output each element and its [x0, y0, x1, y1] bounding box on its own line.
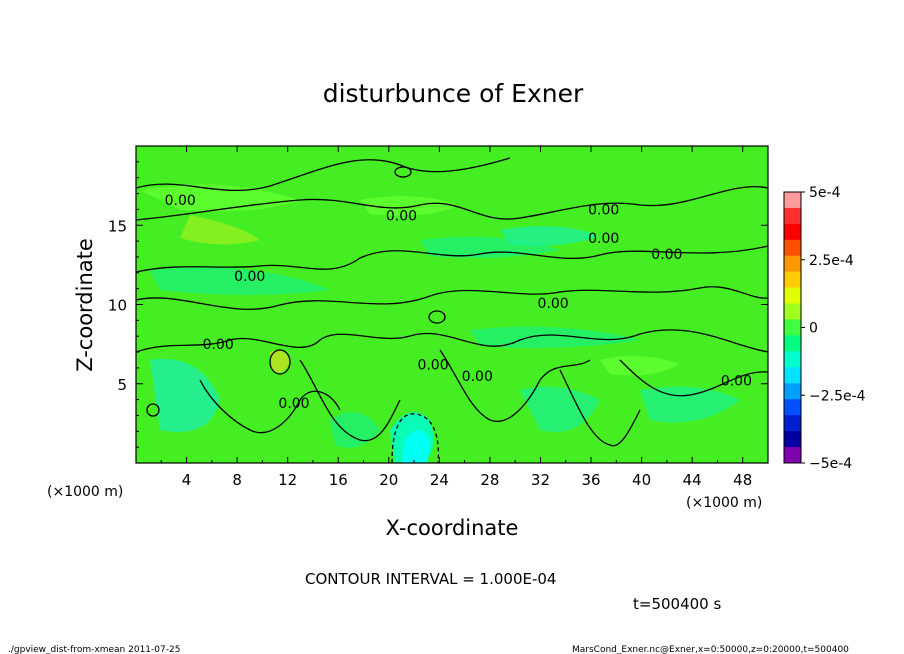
- zero-contour: [135, 245, 769, 273]
- x-tick-label: 44: [683, 471, 702, 489]
- field-region: [270, 349, 290, 373]
- contour-label: 0.00: [417, 358, 448, 374]
- colorbar-swatch: [784, 399, 801, 416]
- colorbar-swatch: [784, 431, 801, 448]
- field-region: [360, 196, 460, 216]
- colorbar-swatch: [784, 351, 801, 368]
- zero-contour: [269, 349, 291, 375]
- contour-label: 0.00: [538, 296, 569, 312]
- colorbar-label: −2.5e-4: [809, 388, 866, 404]
- contour-label: 0.00: [588, 231, 619, 247]
- contour-label: 0.00: [462, 369, 493, 385]
- colorbar-swatch: [784, 303, 801, 321]
- colorbar-swatch: [784, 335, 801, 352]
- zero-contour: [439, 349, 591, 423]
- zero-contour: [135, 157, 511, 192]
- x-tick-label: 48: [733, 471, 752, 489]
- x-tick-label: 12: [278, 471, 297, 489]
- field-region: [150, 267, 330, 295]
- colorbar: 5e-4 2.5e-4 0 −2.5e-4 −5e-4: [783, 185, 866, 472]
- zero-contour: [135, 286, 769, 310]
- x-tick-label: 36: [581, 471, 600, 489]
- y-tick-label: 15: [108, 217, 127, 235]
- field-region: [150, 358, 220, 432]
- zero-contour: [394, 166, 412, 178]
- field-region: [640, 386, 740, 423]
- colorbar-swatch: [784, 415, 801, 432]
- colorbar-swatch: [784, 447, 801, 464]
- x-tick-label: 24: [430, 471, 449, 489]
- zero-contour: [428, 310, 446, 324]
- x-tick-label: 8: [232, 471, 242, 489]
- colorbar-swatch: [784, 207, 801, 225]
- contour-label: 0.00: [278, 396, 309, 412]
- time-text: t=500400 s: [633, 595, 721, 613]
- colorbar-swatch: [784, 223, 801, 241]
- field-region: [330, 412, 380, 448]
- x-tick-label: 40: [632, 471, 651, 489]
- plot-area: 0.00 0.00 0.00 0.00 0.00 0.00 0.00 0.00 0.00 0.00…: [108, 145, 769, 489]
- zero-contour: [135, 186, 769, 221]
- x-tick-label: 32: [531, 471, 550, 489]
- y-axis-label: Z-coordinate: [73, 238, 97, 372]
- field-region: [520, 386, 600, 432]
- contour-label: 0.00: [588, 202, 619, 218]
- field-region: [402, 430, 430, 463]
- contour-label: 0.00: [203, 337, 234, 353]
- colorbar-label: 5e-4: [809, 185, 841, 201]
- field-region: [500, 226, 600, 246]
- x-tick-label: 20: [379, 471, 398, 489]
- colorbar-label: −5e-4: [809, 456, 852, 472]
- negative-contour: [391, 413, 440, 464]
- zero-contour: [619, 359, 769, 397]
- colorbar-label: 2.5e-4: [809, 253, 854, 269]
- x-axis-label: X-coordinate: [386, 516, 519, 540]
- contour-label: 0.00: [651, 247, 682, 263]
- colorbar-swatch: [784, 192, 801, 209]
- zero-contour: [146, 403, 160, 417]
- zero-contour: [559, 369, 641, 447]
- colorbar-swatch: [784, 255, 801, 273]
- zero-contour: [299, 359, 401, 442]
- colorbar-swatch: [784, 239, 801, 257]
- footer-left: ./gpview_dist-from-xmean 2011-07-25: [8, 645, 180, 654]
- colorbar-label: 0: [809, 321, 818, 337]
- colorbar-swatch: [784, 319, 801, 336]
- contour-label: 0.00: [721, 374, 752, 390]
- y-tick-label: 10: [108, 297, 127, 315]
- x-axis-unit: (×1000 m): [686, 495, 762, 511]
- x-tick-label: 28: [480, 471, 499, 489]
- colorbar-swatch: [784, 287, 801, 305]
- contour-label: 0.00: [234, 269, 265, 285]
- chart-title: disturbunce of Exner: [323, 79, 584, 108]
- contour-label: 0.00: [165, 193, 196, 209]
- x-tick-label: 16: [329, 471, 348, 489]
- contour-label: 0.00: [386, 209, 417, 225]
- field-region: [180, 215, 260, 245]
- colorbar-swatch: [784, 271, 801, 289]
- footer-right: MarsCond_Exner.nc@Exner,x=0:50000,z=0:20…: [572, 645, 849, 654]
- zero-contour: [135, 329, 769, 353]
- contour-interval-text: CONTOUR INTERVAL = 1.000E-04: [305, 570, 556, 588]
- y-tick-label: 5: [117, 376, 127, 394]
- x-tick-label: 4: [182, 471, 192, 489]
- colorbar-swatch: [784, 383, 801, 400]
- colorbar-swatch: [784, 367, 801, 384]
- y-axis-unit: (×1000 m): [47, 484, 123, 500]
